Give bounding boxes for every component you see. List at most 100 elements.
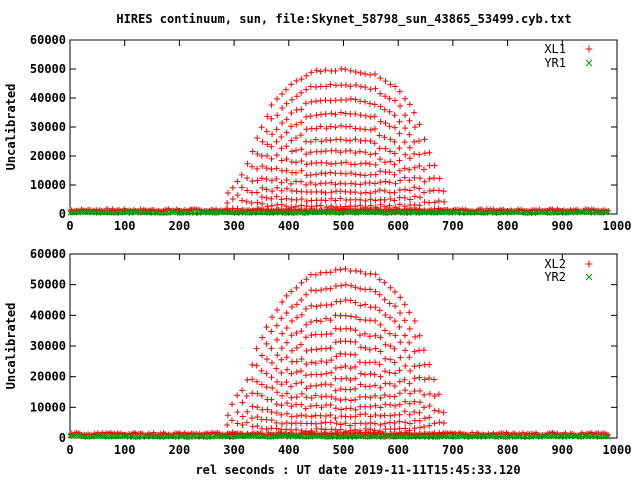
xl-point bbox=[348, 180, 355, 187]
xl-point bbox=[426, 402, 433, 409]
xl-point bbox=[387, 412, 394, 419]
xl-point bbox=[313, 67, 320, 74]
xl-point bbox=[312, 181, 319, 188]
xl-point bbox=[406, 339, 413, 346]
xl-point bbox=[283, 116, 290, 123]
xl-point bbox=[298, 311, 305, 318]
xl-point bbox=[372, 188, 379, 195]
y-tick-label: 20000 bbox=[30, 370, 66, 384]
xl-point bbox=[273, 425, 280, 432]
x-tick-label: 100 bbox=[114, 443, 136, 457]
xl-point bbox=[273, 336, 280, 343]
x-tick-label: 400 bbox=[278, 219, 300, 233]
xl-point bbox=[328, 393, 335, 400]
xl-point bbox=[421, 415, 428, 422]
xl-point bbox=[347, 95, 354, 102]
xl-point bbox=[317, 412, 324, 419]
xl-point bbox=[279, 330, 286, 337]
xl-point bbox=[411, 138, 418, 145]
xl-point bbox=[322, 170, 329, 177]
xl-point bbox=[328, 161, 335, 168]
xl-point bbox=[392, 332, 399, 339]
xl-point bbox=[258, 124, 265, 131]
xl-point bbox=[416, 332, 423, 339]
xl-point bbox=[377, 179, 384, 186]
yr-point bbox=[395, 209, 401, 215]
xl-point bbox=[382, 312, 389, 319]
xl-point bbox=[367, 71, 374, 78]
xl-point bbox=[278, 201, 285, 208]
xl-point bbox=[298, 202, 305, 209]
xl-point bbox=[328, 357, 335, 364]
xl-point bbox=[401, 165, 408, 172]
xl-point bbox=[367, 127, 374, 134]
xl-point bbox=[303, 72, 310, 79]
xl-point bbox=[376, 291, 383, 298]
xl-point bbox=[283, 86, 290, 93]
xl-point bbox=[337, 338, 344, 345]
xl-point bbox=[288, 303, 295, 310]
xl-point bbox=[347, 123, 354, 130]
xl-point bbox=[317, 83, 324, 90]
xl-point bbox=[357, 316, 364, 323]
xl-point bbox=[244, 160, 251, 167]
data-points bbox=[67, 265, 611, 441]
xl-point bbox=[268, 396, 275, 403]
xl-point bbox=[263, 340, 270, 347]
xl-point bbox=[302, 405, 309, 412]
x-tick-label: 100 bbox=[114, 219, 136, 233]
xl-point bbox=[352, 396, 359, 403]
xl-point bbox=[288, 317, 295, 324]
x-tick-label: 800 bbox=[497, 443, 519, 457]
xl-point bbox=[278, 381, 285, 388]
xl-point bbox=[342, 428, 349, 435]
xl-point bbox=[254, 189, 261, 196]
xl-point bbox=[342, 420, 349, 427]
xl-point bbox=[361, 371, 368, 378]
xl-point bbox=[386, 380, 393, 387]
xl-point bbox=[313, 303, 320, 310]
xl-point bbox=[303, 276, 310, 283]
xl-point bbox=[289, 347, 296, 354]
xl-point bbox=[420, 166, 427, 173]
xl-point bbox=[298, 157, 305, 164]
xl-point bbox=[352, 385, 359, 392]
xl-point bbox=[288, 109, 295, 116]
xl-point bbox=[366, 161, 373, 168]
xl-point bbox=[332, 181, 339, 188]
xl-point bbox=[431, 407, 438, 414]
xl-point bbox=[342, 265, 349, 272]
xl-point bbox=[273, 126, 280, 133]
xl-point bbox=[412, 124, 419, 131]
xl-point bbox=[367, 413, 374, 420]
xl-point bbox=[328, 179, 335, 186]
xl-point bbox=[396, 145, 403, 152]
xl-point bbox=[401, 174, 408, 181]
xl-point bbox=[431, 420, 438, 427]
xl-point bbox=[283, 143, 290, 150]
xl-point bbox=[396, 378, 403, 385]
xl-point bbox=[298, 146, 305, 153]
xl-point bbox=[332, 147, 339, 154]
xl-point bbox=[362, 112, 369, 119]
xl-point bbox=[342, 396, 349, 403]
xl-point bbox=[436, 175, 443, 182]
xl-point bbox=[387, 148, 394, 155]
xl-point bbox=[367, 419, 374, 426]
xl-point bbox=[273, 419, 280, 426]
xl-point bbox=[402, 398, 409, 405]
xl-point bbox=[313, 402, 320, 409]
xl-point bbox=[347, 365, 354, 372]
xl-point bbox=[342, 159, 349, 166]
x-tick-label: 0 bbox=[66, 219, 73, 233]
xl-point bbox=[357, 83, 364, 90]
xl-point bbox=[386, 330, 393, 337]
xl-point bbox=[402, 125, 409, 132]
xl-point bbox=[347, 67, 354, 74]
xl-point bbox=[366, 179, 373, 186]
xl-point bbox=[396, 390, 403, 397]
xl-point bbox=[377, 75, 384, 82]
xl-point bbox=[268, 408, 275, 415]
x-tick-label: 1000 bbox=[603, 443, 632, 457]
xl-point bbox=[229, 401, 236, 408]
